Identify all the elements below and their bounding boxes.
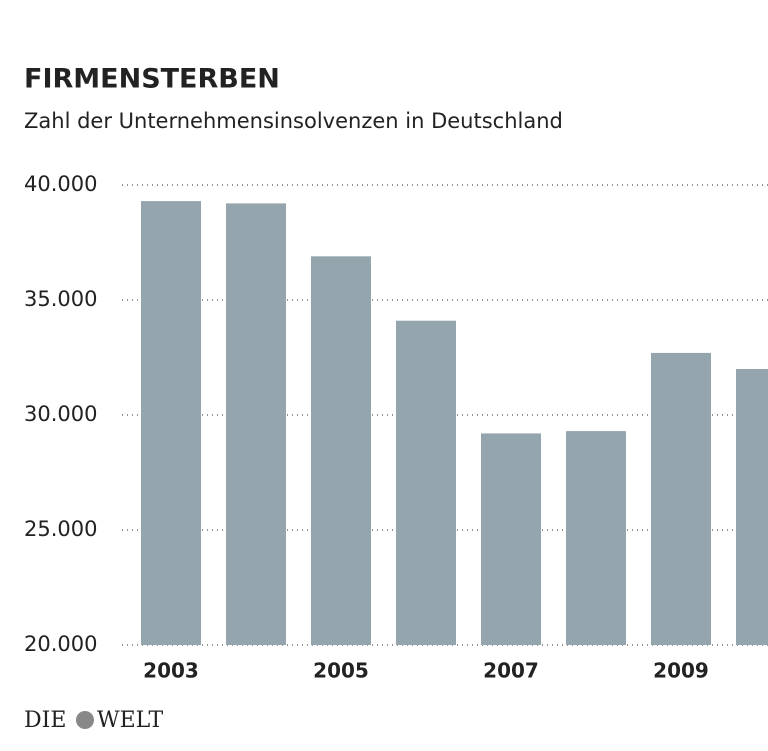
bar (566, 431, 626, 645)
y-tick-label: 30.000 (24, 402, 97, 426)
bar (226, 203, 286, 645)
brand-globe (76, 711, 94, 729)
chart-subtitle: Zahl der Unternehmensinsolvenzen in Deut… (24, 109, 563, 133)
bar (736, 369, 768, 645)
bar (396, 320, 456, 645)
bar (651, 352, 711, 645)
x-tick-label: 2003 (143, 659, 199, 683)
y-tick-label: 25.000 (24, 517, 97, 541)
x-tick-label: 2009 (653, 659, 709, 683)
bar (141, 201, 201, 645)
x-tick-label: 2005 (313, 659, 369, 683)
brand-left: DIE (24, 708, 66, 733)
chart-title: FIRMENSTERBEN (24, 64, 280, 95)
bar (311, 256, 371, 645)
y-tick-label: 35.000 (24, 287, 97, 311)
x-tick-label: 2007 (483, 659, 539, 683)
brand-right: WELT (97, 708, 163, 733)
bar (481, 433, 541, 645)
y-tick-label: 40.000 (24, 172, 97, 196)
y-tick-label: 20.000 (24, 632, 97, 656)
